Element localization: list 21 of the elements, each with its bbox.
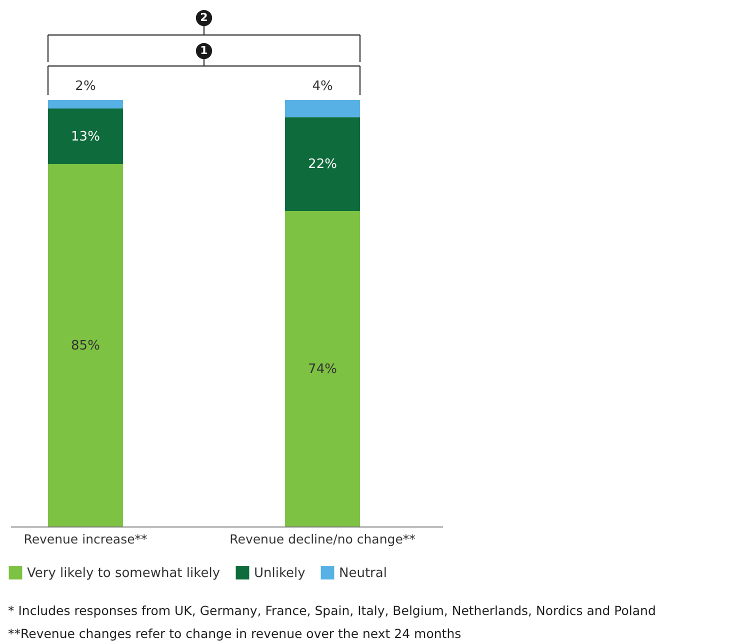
text: **Revenue changes refer to change in revenue over the next 24 months [8, 626, 462, 641]
bar [285, 100, 360, 118]
text: 1 [200, 44, 208, 57]
data-label: 13% [71, 129, 100, 144]
legend-label: Neutral [339, 566, 387, 581]
data-label: 4% [312, 79, 333, 94]
legend-label: Unlikely [254, 566, 306, 581]
data-label: 22% [308, 157, 337, 172]
data-label: 85% [71, 338, 100, 354]
bar [285, 211, 360, 527]
bar [48, 108, 123, 164]
x-tick-label: Revenue increase** [24, 532, 148, 546]
text: 2 [200, 11, 208, 24]
text: * Includes responses from UK, Germany, France, Spain, Italy, Belgium, Netherlands, Nordics and Poland [8, 603, 656, 618]
legend-label: Very likely to somewhat likely [27, 566, 220, 581]
x-tick-label: Revenue decline/no change** [230, 532, 416, 546]
data-label: 74% [308, 362, 337, 378]
bar [48, 100, 123, 109]
bar [48, 164, 123, 527]
data-label: 2% [75, 79, 96, 94]
bar [285, 117, 360, 212]
